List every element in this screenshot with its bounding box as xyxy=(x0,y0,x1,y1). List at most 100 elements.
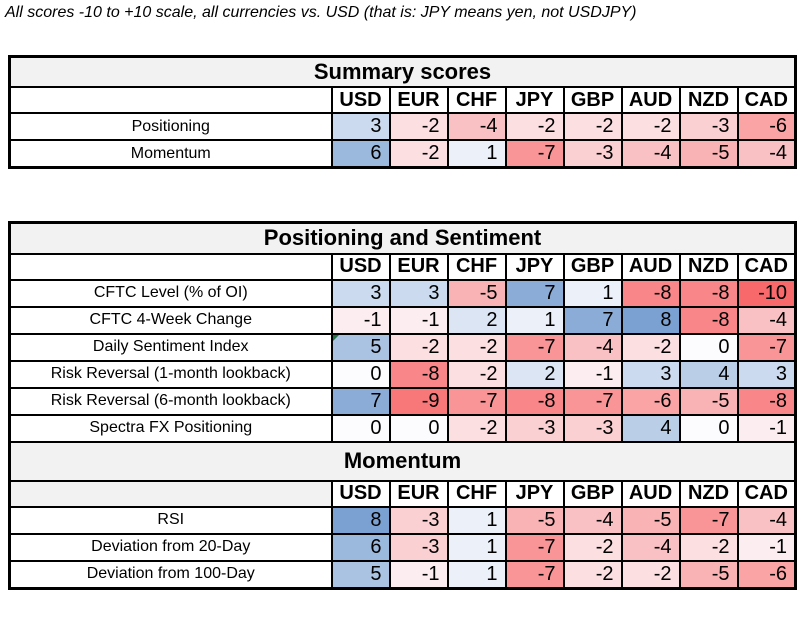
score-cell[interactable]: -10 xyxy=(736,278,797,308)
row-label[interactable]: Momentum xyxy=(8,139,333,169)
score-cell[interactable]: -7 xyxy=(678,505,739,535)
score-cell[interactable]: -7 xyxy=(736,332,797,362)
score-cell[interactable]: -2 xyxy=(562,112,623,141)
score-cell[interactable]: 1 xyxy=(446,139,507,169)
score-cell[interactable]: -8 xyxy=(504,386,565,416)
score-cell[interactable]: 7 xyxy=(562,305,623,335)
column-header-chf[interactable]: CHF xyxy=(446,86,507,114)
column-header-aud[interactable]: AUD xyxy=(620,252,681,281)
column-header-eur[interactable]: EUR xyxy=(388,252,449,281)
score-cell[interactable]: -9 xyxy=(388,386,449,416)
score-cell[interactable]: -4 xyxy=(736,505,797,535)
column-header-gbp[interactable]: GBP xyxy=(562,479,623,508)
column-header-cad[interactable]: CAD xyxy=(736,252,797,281)
score-cell[interactable]: -7 xyxy=(446,386,507,416)
row-label[interactable]: Risk Reversal (6-month lookback) xyxy=(8,386,333,416)
score-cell[interactable]: 2 xyxy=(446,305,507,335)
score-cell[interactable]: -1 xyxy=(330,305,391,335)
score-cell[interactable]: -3 xyxy=(504,413,565,443)
score-cell[interactable]: -2 xyxy=(446,359,507,389)
column-header-nzd[interactable]: NZD xyxy=(678,86,739,114)
score-cell[interactable]: -2 xyxy=(388,112,449,141)
score-cell[interactable]: -2 xyxy=(562,532,623,562)
column-header-gbp[interactable]: GBP xyxy=(562,86,623,114)
score-cell[interactable]: -5 xyxy=(620,505,681,535)
score-cell[interactable]: -8 xyxy=(678,305,739,335)
column-header-aud[interactable]: AUD xyxy=(620,86,681,114)
score-cell[interactable]: -5 xyxy=(678,559,739,589)
score-cell[interactable]: -6 xyxy=(620,386,681,416)
score-cell[interactable]: -2 xyxy=(562,559,623,589)
score-cell[interactable]: -4 xyxy=(446,112,507,141)
score-cell[interactable]: 4 xyxy=(678,359,739,389)
row-label[interactable]: Deviation from 100-Day xyxy=(8,559,333,589)
score-cell[interactable]: -5 xyxy=(678,139,739,169)
score-cell[interactable]: -3 xyxy=(678,112,739,141)
score-cell[interactable]: -4 xyxy=(562,505,623,535)
score-cell[interactable]: -7 xyxy=(504,139,565,169)
score-cell[interactable]: -3 xyxy=(562,413,623,443)
score-cell[interactable]: -2 xyxy=(388,332,449,362)
score-cell[interactable]: 8 xyxy=(330,505,391,535)
score-cell[interactable]: -7 xyxy=(562,386,623,416)
score-cell[interactable]: 5 xyxy=(330,332,391,362)
score-cell[interactable]: 4 xyxy=(620,413,681,443)
score-cell[interactable]: 0 xyxy=(388,413,449,443)
score-cell[interactable]: -2 xyxy=(620,112,681,141)
score-cell[interactable]: -4 xyxy=(736,139,797,169)
score-cell[interactable]: 7 xyxy=(330,386,391,416)
row-label[interactable]: CFTC 4-Week Change xyxy=(8,305,333,335)
score-cell[interactable]: -1 xyxy=(388,305,449,335)
row-label[interactable]: Deviation from 20-Day xyxy=(8,532,333,562)
score-cell[interactable]: -5 xyxy=(446,278,507,308)
score-cell[interactable]: -3 xyxy=(388,505,449,535)
column-header-cad[interactable]: CAD xyxy=(736,86,797,114)
score-cell[interactable]: -1 xyxy=(736,413,797,443)
score-cell[interactable]: -5 xyxy=(504,505,565,535)
score-cell[interactable]: -2 xyxy=(620,559,681,589)
score-cell[interactable]: 1 xyxy=(504,305,565,335)
column-header-jpy[interactable]: JPY xyxy=(504,479,565,508)
score-cell[interactable]: -7 xyxy=(504,332,565,362)
score-cell[interactable]: 0 xyxy=(330,413,391,443)
column-header-usd[interactable]: USD xyxy=(330,86,391,114)
score-cell[interactable]: -5 xyxy=(678,386,739,416)
score-cell[interactable]: 3 xyxy=(330,112,391,141)
score-cell[interactable]: 6 xyxy=(330,532,391,562)
score-cell[interactable]: 7 xyxy=(504,278,565,308)
score-cell[interactable]: -4 xyxy=(562,332,623,362)
score-cell[interactable]: 3 xyxy=(330,278,391,308)
score-cell[interactable]: 1 xyxy=(446,505,507,535)
column-header-chf[interactable]: CHF xyxy=(446,479,507,508)
score-cell[interactable]: -2 xyxy=(678,532,739,562)
score-cell[interactable]: 2 xyxy=(504,359,565,389)
score-cell[interactable]: 1 xyxy=(562,278,623,308)
column-header-usd[interactable]: USD xyxy=(330,252,391,281)
score-cell[interactable]: -8 xyxy=(388,359,449,389)
score-cell[interactable]: -7 xyxy=(504,532,565,562)
row-label[interactable]: Risk Reversal (1-month lookback) xyxy=(8,359,333,389)
score-cell[interactable]: -2 xyxy=(446,413,507,443)
score-cell[interactable]: -6 xyxy=(736,112,797,141)
section-title[interactable]: Summary scores xyxy=(8,55,797,88)
column-header-jpy[interactable]: JPY xyxy=(504,252,565,281)
score-cell[interactable]: 3 xyxy=(620,359,681,389)
column-header-chf[interactable]: CHF xyxy=(446,252,507,281)
row-label[interactable]: Spectra FX Positioning xyxy=(8,413,333,443)
row-label[interactable]: Daily Sentiment Index xyxy=(8,332,333,362)
score-cell[interactable]: 1 xyxy=(446,559,507,589)
score-cell[interactable]: -3 xyxy=(562,139,623,169)
score-cell[interactable]: 0 xyxy=(330,359,391,389)
score-cell[interactable]: -8 xyxy=(736,386,797,416)
column-header-nzd[interactable]: NZD xyxy=(678,479,739,508)
column-header-cad[interactable]: CAD xyxy=(736,479,797,508)
score-cell[interactable]: -1 xyxy=(736,532,797,562)
column-header-nzd[interactable]: NZD xyxy=(678,252,739,281)
section-title[interactable]: Momentum xyxy=(8,440,797,482)
score-cell[interactable]: -2 xyxy=(620,332,681,362)
column-header-usd[interactable]: USD xyxy=(330,479,391,508)
score-cell[interactable]: -3 xyxy=(388,532,449,562)
score-cell[interactable]: 6 xyxy=(330,139,391,169)
score-cell[interactable]: 3 xyxy=(388,278,449,308)
column-header-eur[interactable]: EUR xyxy=(388,479,449,508)
